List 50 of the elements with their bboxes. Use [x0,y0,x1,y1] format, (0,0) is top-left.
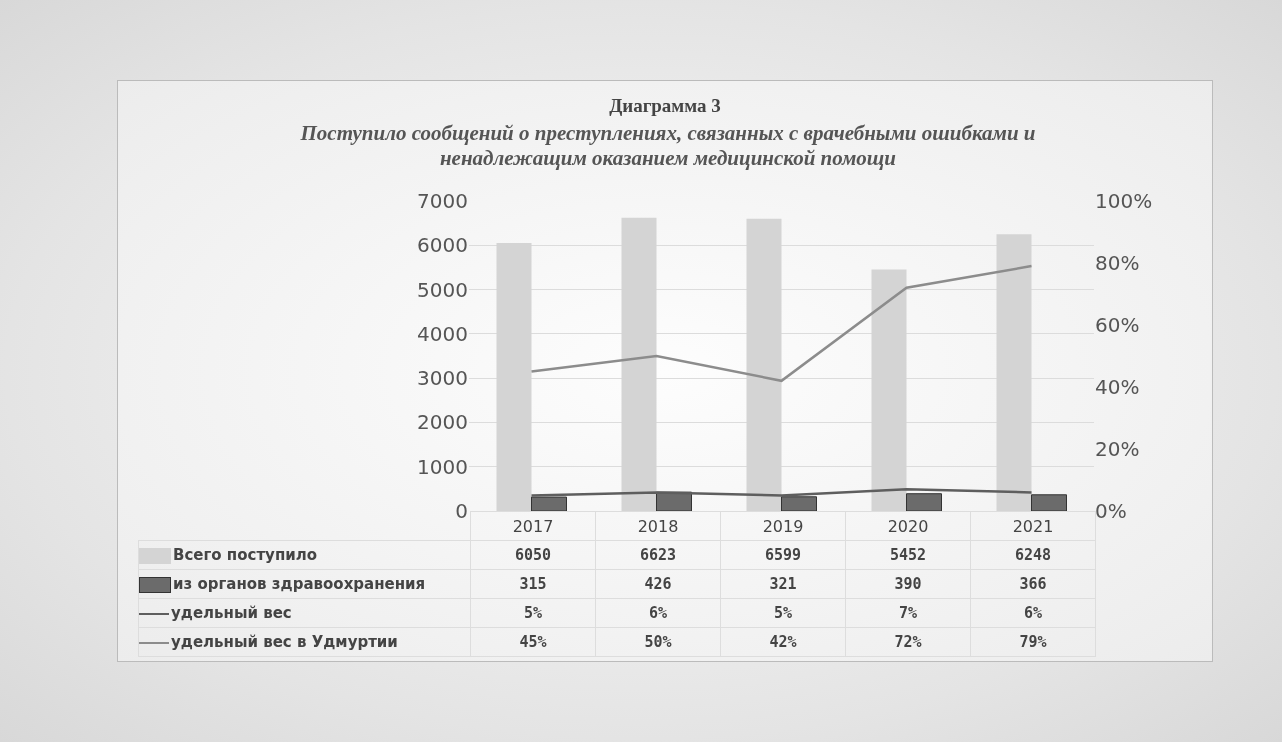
y-tick-label: 0 [455,499,468,523]
legend-label: удельный вес в Удмуртии [138,627,471,657]
y2-tick-label: 60% [1095,313,1140,337]
data-label: 315 [470,569,596,599]
data-label: 45% [470,627,596,657]
chart-title: Диаграмма 3 [608,95,722,117]
y-tick-label: 5000 [417,277,468,302]
data-label: 321 [720,569,846,599]
chart-subtitle: Поступило сообщений о преступлениях, связанных с врачебными ошибками и ненадлежащим оказанием медицинской помощи [299,121,1037,171]
legend-label: Всего поступило [138,540,471,570]
data-label: 6050 [470,540,596,570]
data-label: 6248 [970,540,1096,570]
y2-tick-label: 40% [1095,375,1140,399]
data-label: 6% [595,598,721,628]
y-tick-label: 3000 [417,366,468,391]
data-label: 6599 [720,540,846,570]
y-tick-label: 4000 [417,321,468,346]
line-series [530,264,1033,383]
data-label: 5452 [845,540,971,570]
bar [906,493,942,511]
data-label: 366 [970,569,1096,599]
data-label: 50% [595,627,721,657]
legend-label: из органов здравоохранения [138,569,471,599]
bar [531,496,567,511]
data-label: 426 [595,569,721,599]
y-tick-label: 2000 [417,410,468,435]
data-label: 72% [845,627,971,657]
y-tick-label: 7000 [417,189,468,213]
y2-tick-label: 20% [1095,437,1140,461]
data-label: 5% [720,598,846,628]
x-tick-label: 2019 [720,511,846,541]
data-label: 79% [970,627,1096,657]
y-tick-label: 6000 [417,233,468,258]
data-label: 6623 [595,540,721,570]
data-label: 6% [970,598,1096,628]
y2-tick-label: 100% [1095,189,1153,213]
data-label: 5% [470,598,596,628]
x-tick-label: 2017 [470,511,596,541]
data-label: 7% [845,598,971,628]
x-tick-label: 2021 [970,511,1096,541]
bar [1031,494,1067,511]
data-label: 390 [845,569,971,599]
data-label: 42% [720,627,846,657]
y2-tick-label: 80% [1095,251,1140,275]
legend-label: удельный вес [138,598,471,628]
y2-tick-label: 0% [1095,499,1127,523]
x-tick-label: 2020 [845,511,971,541]
bar [781,496,817,511]
y-tick-label: 1000 [417,454,468,479]
x-tick-label: 2018 [595,511,721,541]
